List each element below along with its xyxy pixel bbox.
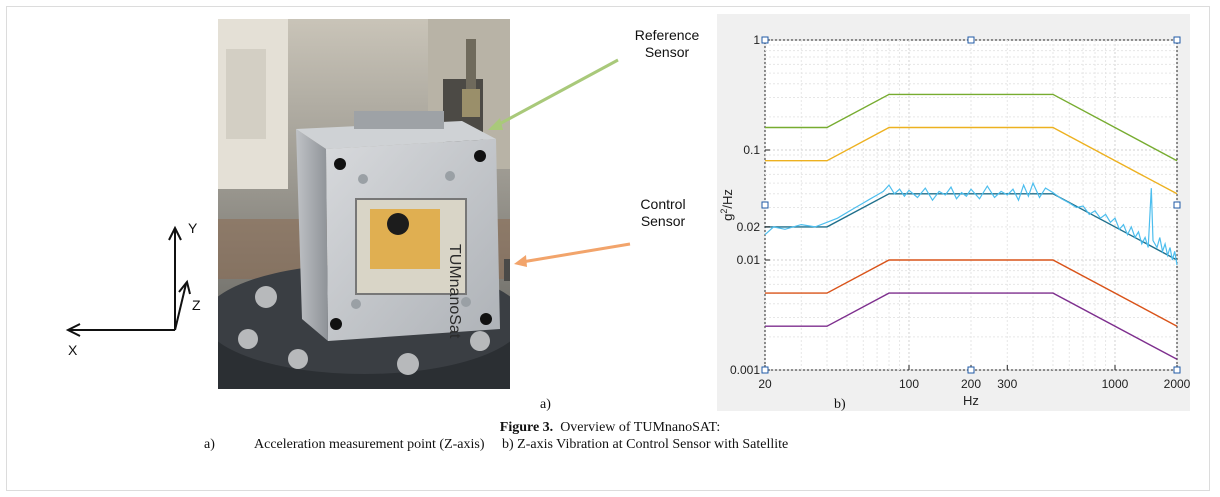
x-tick-label: 300	[997, 377, 1017, 391]
z-axis-label: Z	[192, 297, 201, 313]
control-sensor-line2: Sensor	[640, 213, 686, 229]
y-axis-label: Y	[188, 220, 198, 236]
reference-arrow	[491, 58, 619, 130]
reference-arrowhead	[488, 118, 503, 130]
caption-a-text: Acceleration measurement point (Z-axis)	[254, 437, 485, 452]
selection-handle	[761, 366, 769, 374]
control-arrow	[521, 242, 631, 264]
reference-sensor-line1: Reference	[634, 27, 700, 43]
x-tick-label: 20	[758, 377, 772, 391]
profile-line-3	[765, 193, 1178, 261]
reference-sensor-line2: Sensor	[644, 44, 690, 60]
figure-caption: Figure 3. Overview of TUMnanoSAT:	[0, 420, 1220, 436]
x-axis-label: X	[68, 342, 78, 358]
caption-a-letter: a)	[204, 437, 215, 452]
profile-line-5	[765, 292, 1178, 360]
selection-handle	[967, 36, 975, 44]
y-tick-label: 1	[753, 33, 760, 47]
control-arrowhead	[514, 255, 527, 267]
figure-title: Overview of TUMnanoSAT:	[560, 420, 721, 435]
panel-text: TUMnanoSat	[446, 244, 463, 339]
y-tick-label: 0.1	[743, 143, 760, 157]
selection-handle	[1173, 201, 1181, 209]
selection-handle	[1173, 36, 1181, 44]
profile-line-4	[765, 259, 1178, 327]
profile-line-1	[765, 93, 1178, 162]
selection-handle	[761, 201, 769, 209]
psd-chart-panel: 20 100 200 300 1000 2000 0.001 0.01 0.02 0.1 1 Hz g2…	[717, 14, 1190, 411]
psd-chart: 20 100 200 300 1000 2000 0.001 0.01 0.02 0.1 1 Hz g2…	[719, 33, 1190, 408]
profile-line-2	[765, 126, 1178, 195]
selection-handle	[1173, 366, 1181, 374]
control-sensor-line1: Control	[640, 196, 686, 212]
x-tick-label: 1000	[1102, 377, 1129, 391]
satellite-photo: TUMnanoSat	[218, 19, 510, 389]
axes-triad	[65, 225, 191, 337]
y-axis-title: g2/Hz	[719, 189, 735, 221]
caption-b-letter: b)	[502, 437, 514, 452]
figure-frame	[6, 6, 1210, 491]
selection-handle	[967, 366, 975, 374]
figure-label: Figure 3.	[499, 420, 554, 435]
reference-sensor-label: Reference Sensor	[612, 27, 722, 61]
y-tick-label: 0.02	[737, 220, 761, 234]
y-tick-label: 0.001	[730, 363, 760, 377]
subfig-b-label: b)	[834, 397, 846, 412]
measured-psd-line	[764, 181, 1178, 266]
caption-b-text: Z-axis Vibration at Control Sensor with …	[517, 437, 789, 452]
selection-handle	[761, 36, 769, 44]
x-tick-label: 2000	[1164, 377, 1190, 391]
y-tick-label: 0.01	[737, 253, 761, 267]
x-axis-title: Hz	[963, 393, 979, 408]
control-sensor-label: Control Sensor	[618, 196, 708, 230]
subfig-a-label: a)	[540, 397, 551, 412]
caption-b-text-group: b) Z-axis Vibration at Control Sensor wi…	[502, 437, 788, 453]
x-tick-label: 200	[961, 377, 981, 391]
x-tick-label: 100	[899, 377, 919, 391]
